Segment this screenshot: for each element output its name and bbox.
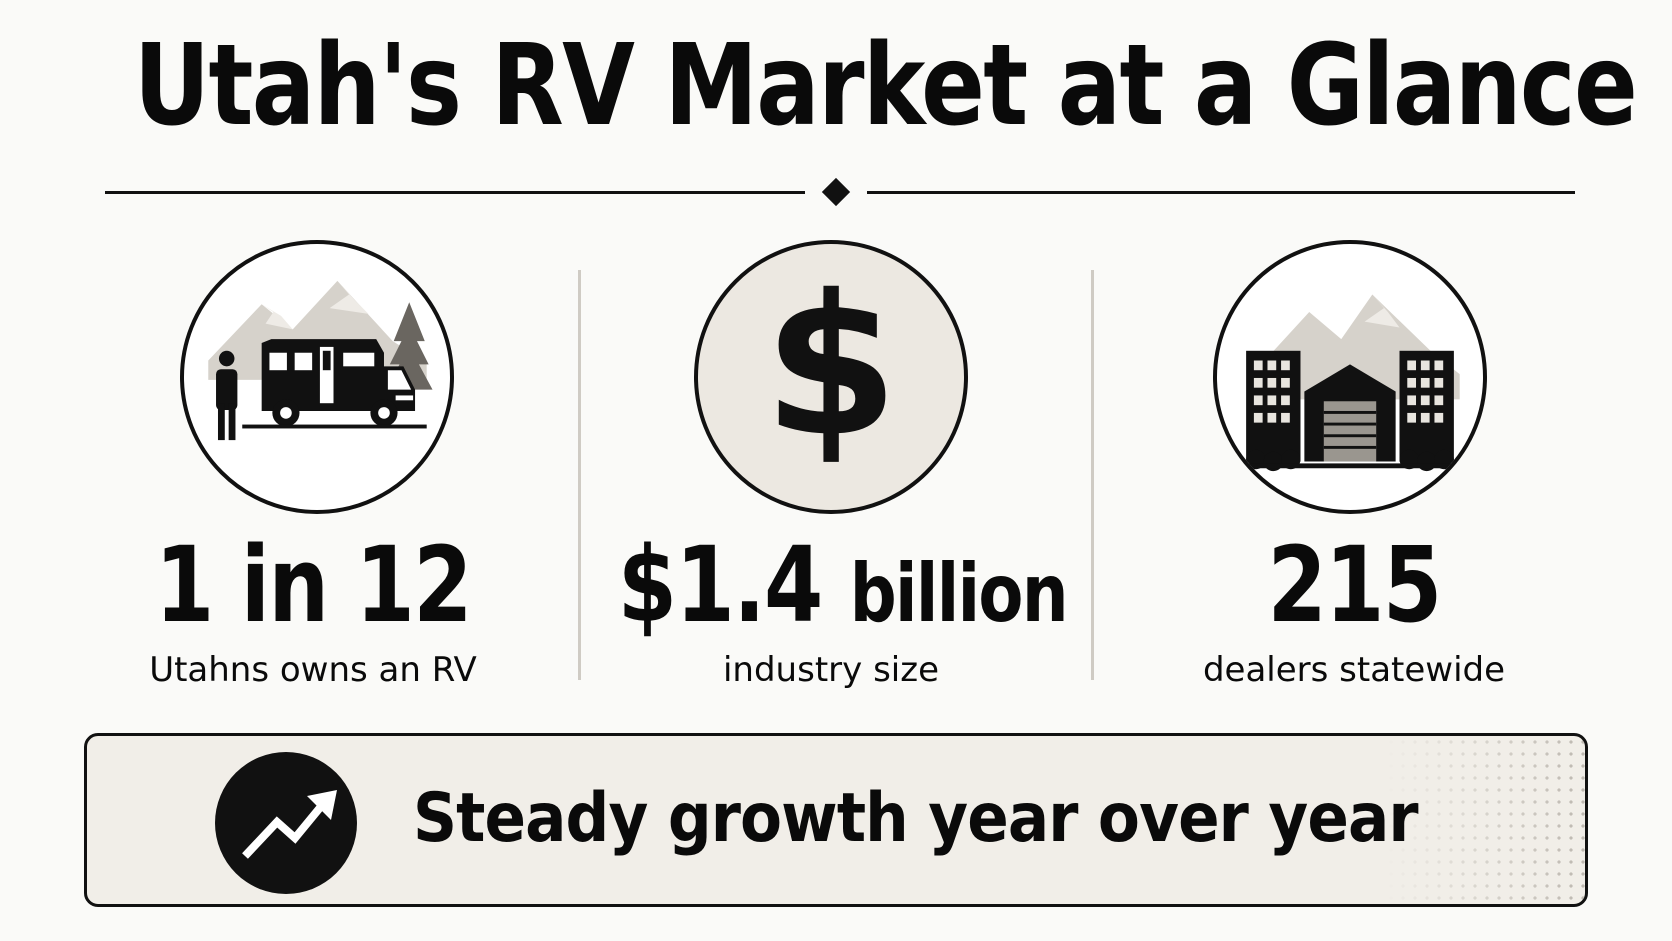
svg-text:$: $ [763,253,898,479]
banner-text: Steady growth year over year [413,779,1419,858]
growth-banner: Steady growth year over year [84,733,1588,907]
stat-label-industry-size: industry size [722,650,939,690]
title-divider-right [867,191,1575,194]
page-title: Utah's RV Market at a Glance [133,21,1638,151]
growth-arrow-icon [215,752,357,894]
stat-label-rv-owners: Utahns owns an RV [149,650,477,690]
divider-diamond [821,177,851,207]
stat-label-dealers: dealers statewide [1202,650,1506,690]
stat-value-dealers: 215 [1267,524,1442,646]
column-separator [1091,270,1094,680]
stat-value-industry-size: $1.4 billion [617,524,1069,646]
dealership-buildings-icon [1213,240,1487,514]
rv-camper-icon [180,240,454,514]
dollar-sign-icon: $ [694,240,968,514]
dot-pattern [1385,736,1585,904]
column-separator [578,270,581,680]
stat-value-rv-owners: 1 in 12 [155,524,473,646]
title-divider-left [105,191,805,194]
